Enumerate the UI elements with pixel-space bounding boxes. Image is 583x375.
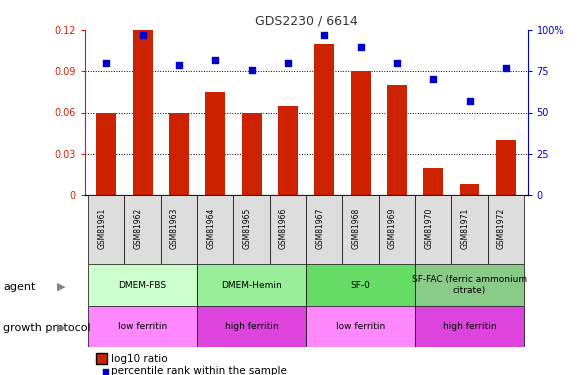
- Text: GSM81964: GSM81964: [206, 208, 215, 249]
- Point: [138, 32, 147, 38]
- FancyBboxPatch shape: [125, 195, 161, 264]
- Title: GDS2230 / 6614: GDS2230 / 6614: [255, 15, 357, 27]
- FancyBboxPatch shape: [88, 306, 197, 347]
- Text: growth protocol: growth protocol: [3, 323, 90, 333]
- Text: GSM81966: GSM81966: [279, 208, 288, 249]
- Text: GSM81963: GSM81963: [170, 208, 179, 249]
- Text: log10 ratio: log10 ratio: [111, 354, 167, 363]
- Text: DMEM-Hemin: DMEM-Hemin: [221, 280, 282, 290]
- Bar: [241, 112, 262, 195]
- Point: [247, 67, 257, 73]
- FancyBboxPatch shape: [88, 264, 197, 306]
- Point: [465, 98, 474, 104]
- Text: GSM81965: GSM81965: [243, 208, 252, 249]
- Bar: [459, 184, 479, 195]
- FancyBboxPatch shape: [306, 195, 342, 264]
- Bar: [496, 140, 516, 195]
- Bar: [133, 30, 153, 195]
- FancyBboxPatch shape: [197, 264, 306, 306]
- FancyBboxPatch shape: [233, 195, 270, 264]
- Bar: [423, 168, 443, 195]
- Text: GSM81967: GSM81967: [315, 208, 324, 249]
- Bar: [169, 112, 189, 195]
- FancyBboxPatch shape: [161, 195, 197, 264]
- Bar: [314, 44, 334, 195]
- FancyBboxPatch shape: [415, 264, 524, 306]
- FancyBboxPatch shape: [451, 195, 487, 264]
- FancyBboxPatch shape: [415, 306, 524, 347]
- Text: GSM81972: GSM81972: [497, 208, 506, 249]
- Point: [210, 57, 220, 63]
- FancyBboxPatch shape: [306, 264, 415, 306]
- FancyBboxPatch shape: [379, 195, 415, 264]
- Text: GSM81962: GSM81962: [134, 208, 143, 249]
- FancyBboxPatch shape: [487, 195, 524, 264]
- Point: [319, 32, 329, 38]
- Text: GSM81969: GSM81969: [388, 208, 397, 249]
- Bar: [387, 85, 407, 195]
- Text: GSM81961: GSM81961: [97, 208, 106, 249]
- Bar: [278, 106, 298, 195]
- Point: [392, 60, 402, 66]
- Text: GSM81970: GSM81970: [424, 208, 433, 249]
- Text: low ferritin: low ferritin: [118, 322, 167, 331]
- Point: [174, 62, 184, 68]
- Text: high ferritin: high ferritin: [225, 322, 279, 331]
- Text: ▶: ▶: [57, 282, 66, 292]
- Text: GSM81968: GSM81968: [352, 208, 360, 249]
- Point: [356, 44, 365, 50]
- Point: [501, 65, 511, 71]
- FancyBboxPatch shape: [342, 195, 379, 264]
- Point: [101, 60, 111, 66]
- Text: ▶: ▶: [57, 323, 66, 333]
- Text: GSM81971: GSM81971: [461, 208, 469, 249]
- FancyBboxPatch shape: [88, 195, 125, 264]
- Point: [429, 76, 438, 82]
- FancyBboxPatch shape: [270, 195, 306, 264]
- Text: SF-FAC (ferric ammonium
citrate): SF-FAC (ferric ammonium citrate): [412, 275, 527, 295]
- Bar: [96, 112, 117, 195]
- FancyBboxPatch shape: [306, 306, 415, 347]
- Text: DMEM-FBS: DMEM-FBS: [118, 280, 167, 290]
- FancyBboxPatch shape: [415, 195, 451, 264]
- Point: [283, 60, 293, 66]
- Text: ■: ■: [101, 367, 110, 375]
- Text: high ferritin: high ferritin: [442, 322, 496, 331]
- FancyBboxPatch shape: [197, 306, 306, 347]
- Text: percentile rank within the sample: percentile rank within the sample: [111, 366, 287, 375]
- Text: agent: agent: [3, 282, 36, 292]
- Bar: [350, 71, 371, 195]
- Bar: [205, 92, 225, 195]
- Text: low ferritin: low ferritin: [336, 322, 385, 331]
- Text: SF-0: SF-0: [350, 280, 370, 290]
- FancyBboxPatch shape: [197, 195, 233, 264]
